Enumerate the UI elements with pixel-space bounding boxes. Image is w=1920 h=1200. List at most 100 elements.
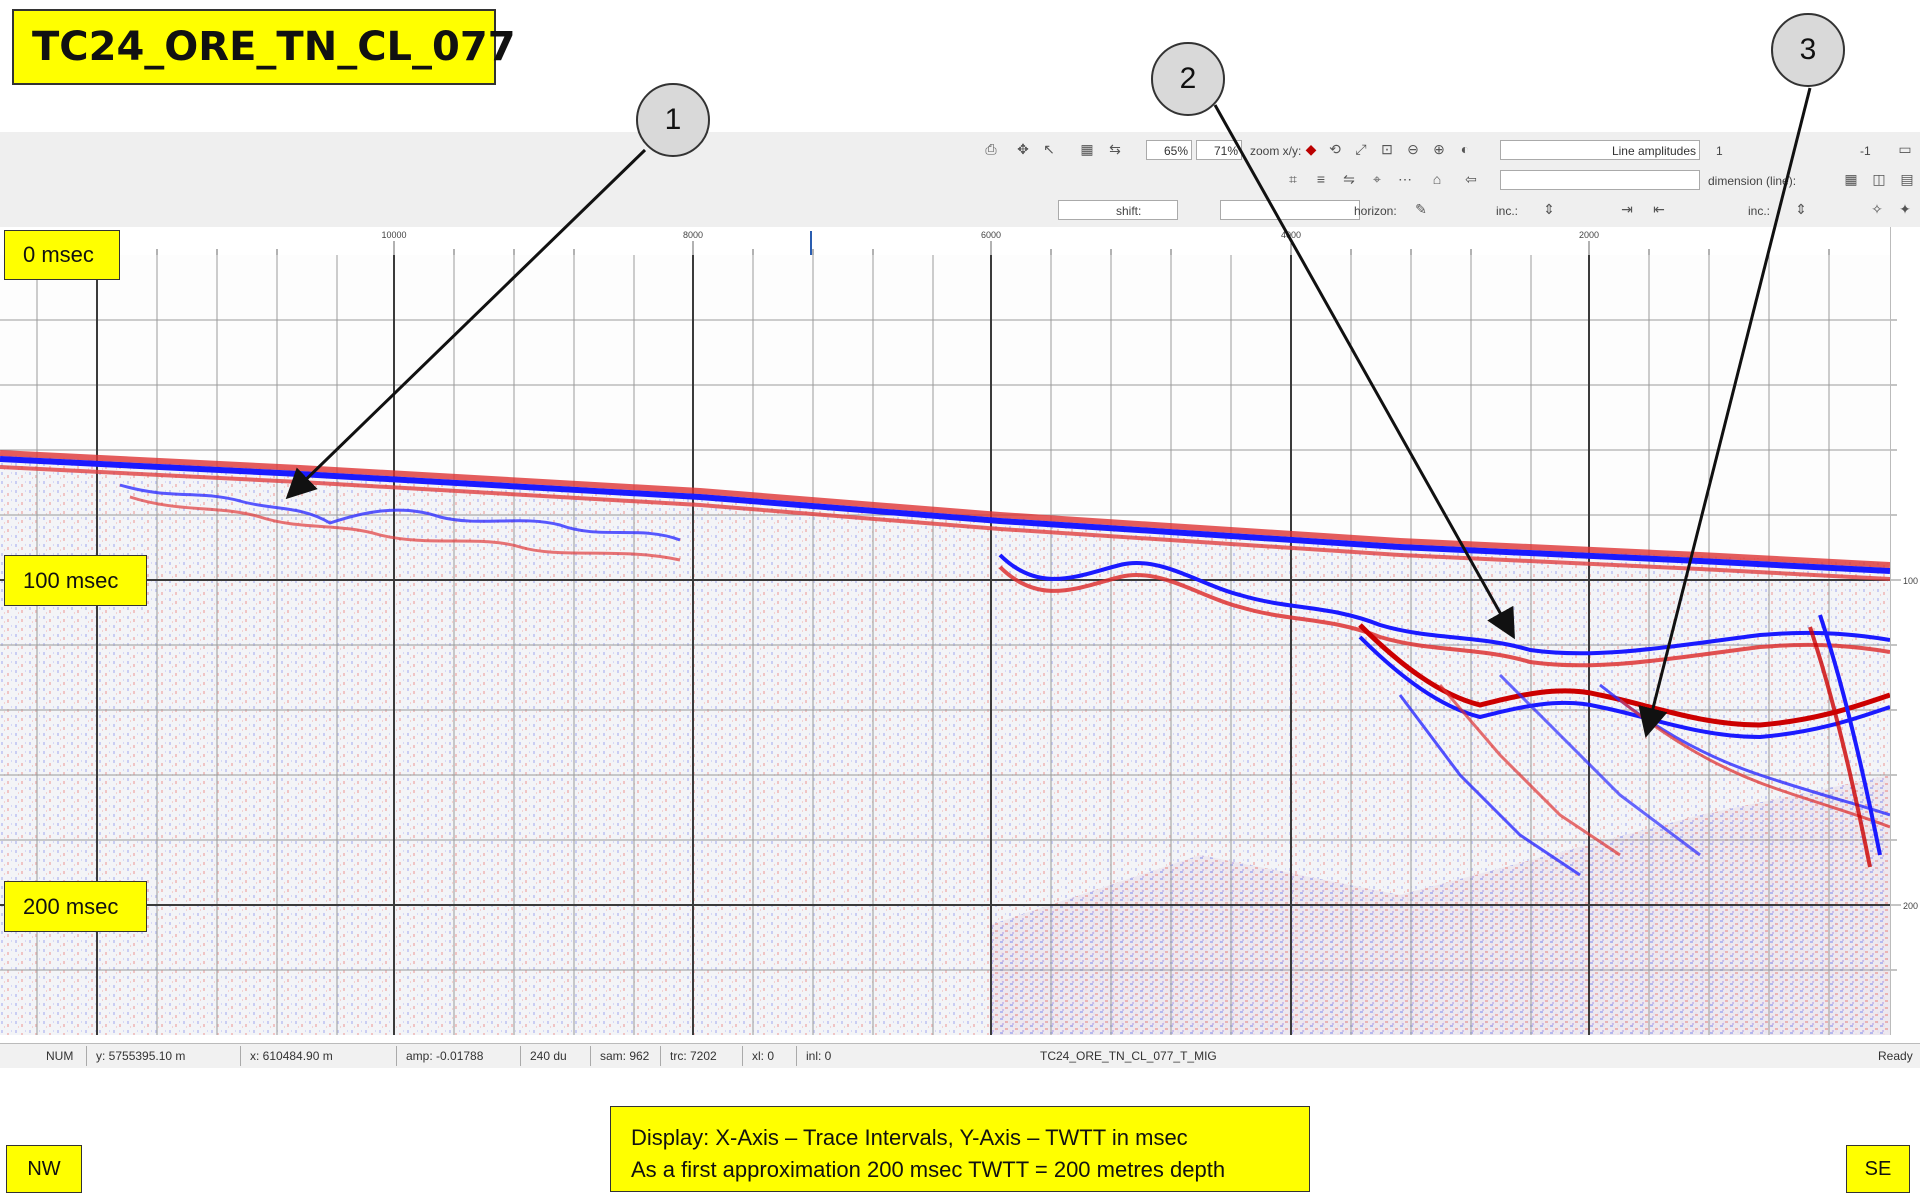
seismic-image: [0, 255, 1890, 1035]
callout-1: 1: [636, 83, 710, 157]
status-bar: Ready TC24_ORE_TN_CL_077_T_MIG inl: 0 xl…: [0, 1043, 1920, 1068]
dimension-select[interactable]: [1500, 170, 1700, 190]
jump-forward-icon[interactable]: ⇥: [1621, 201, 1633, 217]
time-scale-label-100: 100: [1903, 576, 1918, 586]
trace-ruler: 10000 8000 6000 4000 2000: [0, 227, 1895, 257]
status-num-lock: NUM: [46, 1049, 74, 1063]
zoom-reset-icon[interactable]: ⟲: [1329, 141, 1341, 157]
pick-icon[interactable]: ◆: [1305, 141, 1317, 157]
color-max-label: 1: [1716, 144, 1723, 158]
pan-icon[interactable]: ✥: [1017, 141, 1029, 157]
inc-label-2: inc.:: [1496, 204, 1519, 218]
spin-icon[interactable]: ⇕: [1795, 201, 1807, 217]
status-trace: trc: 7202: [670, 1049, 717, 1063]
seismic-section[interactable]: [0, 255, 1890, 1035]
toolbar-row-3: ✦ ✧ ⇕ inc.: ⇤ ⇥ ⇕ inc.: ✎ horizon: shift…: [0, 196, 1920, 226]
cursor-icon[interactable]: ↖: [1043, 141, 1055, 157]
crop-icon[interactable]: ⌗: [1289, 171, 1297, 187]
print-icon[interactable]: ⎙: [985, 141, 997, 157]
status-separator: [396, 1046, 397, 1066]
zoom-box-icon[interactable]: ⊡: [1381, 141, 1393, 157]
inc-label-1: inc.:: [1748, 204, 1771, 218]
zoom-x-value: 71%: [1213, 144, 1238, 158]
ruler-label-4: 2000: [1579, 230, 1599, 240]
status-separator: [240, 1046, 241, 1066]
time-scale-label-200: 200: [1903, 901, 1918, 911]
color-min-label: -1: [1860, 144, 1871, 158]
dimension-label: dimension (line):: [1708, 174, 1797, 188]
ruler-label-2: 6000: [981, 230, 1001, 240]
status-separator: [796, 1046, 797, 1066]
time-scale-ticks: 100 200: [1891, 319, 1918, 971]
direction-nw: NW: [6, 1145, 82, 1193]
status-du: 240 du: [530, 1049, 567, 1063]
status-separator: [590, 1046, 591, 1066]
callout-3-number: 3: [1799, 33, 1817, 66]
status-separator: [660, 1046, 661, 1066]
status-file: TC24_ORE_TN_CL_077_T_MIG: [1040, 1049, 1217, 1063]
status-separator: [742, 1046, 743, 1066]
home-icon[interactable]: ⌂: [1432, 171, 1442, 187]
navigate-icon-2[interactable]: ✧: [1871, 201, 1883, 217]
navigate-icon[interactable]: ✦: [1899, 201, 1911, 217]
step-icon[interactable]: ⋯: [1398, 171, 1412, 187]
flip-icon[interactable]: ⇋: [1343, 171, 1355, 187]
time-label-0-text: 0 msec: [23, 242, 94, 267]
display-caption: Display: X-Axis – Trace Intervals, Y-Axi…: [610, 1106, 1310, 1192]
zoom-fit-icon[interactable]: ⤢: [1355, 141, 1367, 157]
layout-icon[interactable]: ▤: [1900, 171, 1914, 187]
caption-line-2: As a first approximation 200 msec TWTT =…: [631, 1157, 1226, 1182]
toolbar-row-1: ▭ -1 1 Line amplitudes ◐ ⊕ ⊖ ⊡ ⤢ ⟲ ◆ zoo…: [0, 136, 1920, 166]
direction-nw-text: NW: [27, 1157, 61, 1180]
table-icon[interactable]: ▦: [1844, 171, 1858, 187]
split-icon[interactable]: ◫: [1872, 171, 1886, 187]
grid-icon[interactable]: ▦: [1080, 141, 1094, 157]
status-separator: [520, 1046, 521, 1066]
ruler-label-1: 8000: [683, 230, 703, 240]
status-crossline: xl: 0: [752, 1049, 775, 1063]
callout-3: 3: [1771, 13, 1845, 87]
time-label-100-text: 100 msec: [23, 567, 119, 593]
zoom-y-input[interactable]: 65%: [1146, 140, 1192, 160]
callout-2-number: 2: [1179, 62, 1197, 95]
direction-se: SE: [1846, 1145, 1910, 1193]
time-label-200-text: 200 msec: [23, 893, 119, 919]
shift-label: shift:: [1116, 204, 1142, 218]
spin-icon-2[interactable]: ⇕: [1543, 201, 1555, 217]
status-inline: inl: 0: [806, 1049, 832, 1063]
zoom-label: zoom x/y:: [1250, 144, 1302, 158]
time-label-0: 0 msec: [4, 230, 120, 280]
horizon-input[interactable]: [1220, 200, 1360, 220]
callout-2: 2: [1151, 42, 1225, 116]
zoom-in-icon[interactable]: ⊕: [1433, 141, 1445, 157]
zoom-x-input[interactable]: 71%: [1196, 140, 1242, 160]
toolbar-row-2: ▤ ◫ ▦ dimension (line): ⇦ ⌂ ⋯ ⌖ ⇋ ≡ ⌗: [0, 166, 1920, 196]
status-sample: sam: 962: [600, 1049, 650, 1063]
measure-icon[interactable]: ⌖: [1373, 171, 1381, 187]
status-x-coordinate: x: 610484.90 m: [250, 1049, 333, 1063]
time-label-100: 100 msec: [4, 555, 147, 606]
zoom-out-icon[interactable]: ⊖: [1407, 141, 1419, 157]
section-title-text: TC24_ORE_TN_CL_077: [32, 24, 516, 70]
status-ready: Ready: [1878, 1049, 1913, 1063]
time-scale: 100 200: [1890, 227, 1920, 1035]
horizon-icon[interactable]: ✎: [1415, 201, 1427, 217]
callout-1-number: 1: [664, 103, 682, 136]
shift-select[interactable]: [1058, 200, 1178, 220]
colormap-select[interactable]: Line amplitudes: [1500, 140, 1700, 160]
horizon-label: horizon:: [1354, 204, 1397, 218]
zoom-y-value: 65%: [1163, 144, 1188, 158]
status-separator: [86, 1046, 87, 1066]
colormap-select-value: Line amplitudes: [1611, 144, 1696, 158]
status-amplitude: amp: -0.01788: [406, 1049, 484, 1063]
flatten-icon[interactable]: ≡: [1316, 171, 1326, 187]
jump-back-icon[interactable]: ⇤: [1653, 201, 1665, 217]
colorbar-toggle-icon[interactable]: ▭: [1898, 141, 1912, 157]
caption-line-1: Display: X-Axis – Trace Intervals, Y-Axi…: [631, 1125, 1188, 1150]
palette-icon[interactable]: ◐: [1460, 141, 1470, 157]
ruler-label-0: 10000: [381, 230, 406, 240]
arrow-left-icon[interactable]: ⇦: [1465, 171, 1477, 187]
sync-icon[interactable]: ⇆: [1109, 141, 1121, 157]
time-label-200: 200 msec: [4, 881, 147, 932]
ruler-ticks: 10000 8000 6000 4000 2000: [96, 230, 1830, 255]
